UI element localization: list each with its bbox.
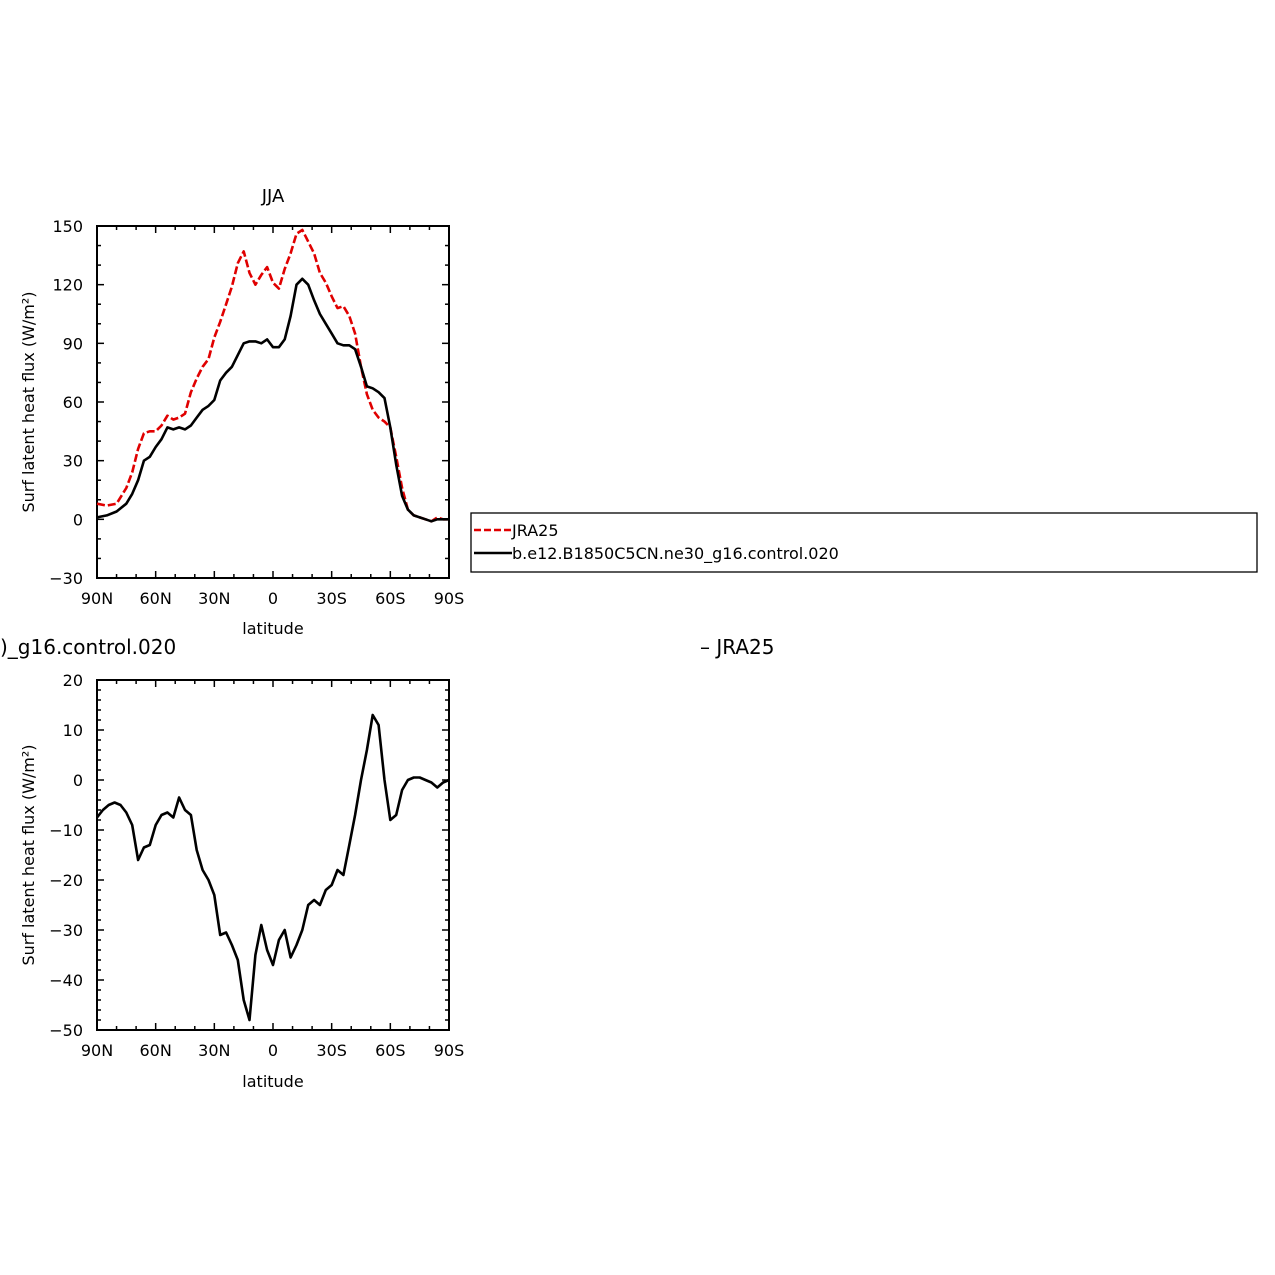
legend-label-model: b.e12.B1850C5CN.ne30_g16.control.020 — [512, 544, 839, 564]
bottom-series — [95, 713, 450, 1022]
y-tick-label: 10 — [63, 721, 83, 740]
x-tick-label: 60S — [375, 589, 406, 608]
top-ticks: 90N 60N 30N 0 30S 60S 90S −30 0 30 60 90 120 150 — [49, 217, 464, 608]
top-panel: JJA 90N 60N 30N 0 30S 60S 90S−300306090120150 … — [19, 186, 464, 638]
y-tick-label: 0 — [73, 771, 83, 790]
x-tick-label: 90N — [81, 1041, 113, 1060]
y-tick-label: 90 — [63, 334, 83, 353]
y-tick-label: 30 — [63, 452, 83, 471]
x-tick-label: 30S — [316, 589, 347, 608]
y-tick-label: −20 — [49, 871, 83, 890]
x-tick-label: 30N — [198, 589, 230, 608]
bottom-y-axis-label: Surf latent heat flux (W/m²) — [19, 744, 38, 965]
series-line-1 — [96, 277, 449, 523]
clipped-title-left: )_g16.control.020 — [0, 635, 176, 659]
y-tick-label: −50 — [49, 1021, 83, 1040]
legend-label-jra25: JRA25 — [511, 521, 559, 540]
series-line-0 — [96, 228, 449, 523]
top-x-axis-label: latitude — [242, 619, 303, 638]
bottom-panel: 90N 60N 30N 0 30S 60S 90S−50−40−30−20−1001020 … — [19, 671, 464, 1091]
bottom-x-axis-label: latitude — [242, 1072, 303, 1091]
y-tick-label: 0 — [73, 510, 83, 529]
x-tick-label: 0 — [268, 589, 278, 608]
legend-box — [470, 512, 1258, 573]
top-series — [96, 228, 449, 523]
x-tick-label: 30N — [198, 1041, 230, 1060]
y-tick-label: −40 — [49, 971, 83, 990]
bottom-plot-frame — [96, 679, 450, 1031]
top-plot-frame — [96, 225, 450, 579]
x-tick-label: 30S — [316, 1041, 347, 1060]
y-tick-label: −30 — [49, 921, 83, 940]
clipped-title-right: – JRA25 — [700, 635, 774, 659]
y-tick-label: 60 — [63, 393, 83, 412]
y-tick-label: 20 — [63, 671, 83, 690]
x-tick-label: 90S — [434, 1041, 465, 1060]
y-tick-label: 120 — [52, 276, 83, 295]
x-tick-label: 0 — [268, 1041, 278, 1060]
y-tick-label: −30 — [49, 569, 83, 588]
series-line-0 — [95, 713, 450, 1022]
legend: JRA25 b.e12.B1850C5CN.ne30_g16.control.0… — [470, 512, 1258, 573]
y-tick-label: −10 — [49, 821, 83, 840]
x-tick-label: 60N — [140, 1041, 172, 1060]
y-tick-label: 150 — [52, 217, 83, 236]
x-tick-label: 90S — [434, 589, 465, 608]
x-tick-label: 90N — [81, 589, 113, 608]
x-tick-label: 60S — [375, 1041, 406, 1060]
top-chart-title: JJA — [261, 186, 285, 207]
top-y-axis-label: Surf latent heat flux (W/m²) — [19, 291, 38, 512]
x-tick-label: 60N — [140, 589, 172, 608]
bottom-ticks: 90N 60N 30N 0 30S 60S 90S −50 −40 −30 −20 −10 0 10 20 — [49, 671, 464, 1060]
